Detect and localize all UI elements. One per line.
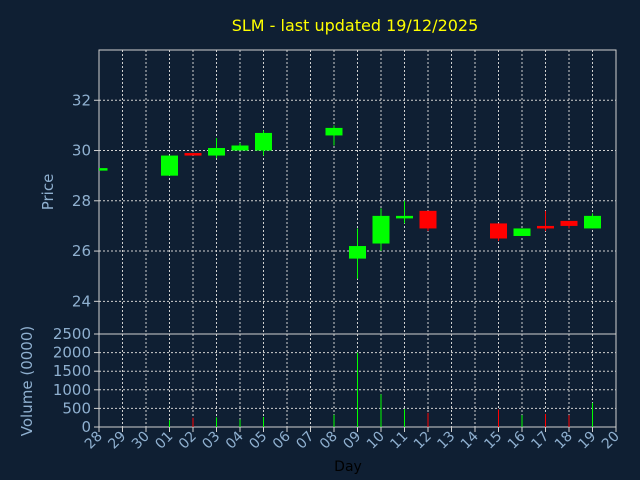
candle-body — [161, 155, 178, 176]
x-tick-label: 05 — [246, 429, 270, 453]
x-tick-label: 07 — [293, 429, 317, 453]
price-axis-label: Price — [39, 174, 57, 211]
x-tick-label: 01 — [152, 429, 176, 453]
x-tick-label: 14 — [458, 428, 482, 452]
candle-body — [255, 132, 272, 151]
candle-body — [372, 215, 390, 244]
x-tick-label: 02 — [176, 429, 200, 453]
x-tick-label: 16 — [505, 428, 529, 452]
price-tick-label: 28 — [72, 192, 91, 210]
candle-body — [490, 223, 507, 239]
price-tick-label: 32 — [72, 91, 91, 109]
price-tick-label: 24 — [72, 292, 91, 310]
candle-body — [560, 220, 578, 226]
x-tick-label: 11 — [387, 429, 411, 453]
x-tick-label: 10 — [364, 429, 388, 453]
x-tick-label: 06 — [270, 428, 294, 452]
x-axis-label: Day — [334, 459, 362, 475]
volume-tick-label: 2000 — [53, 344, 91, 362]
volume-axis-label: Volume (0000) — [18, 326, 36, 436]
x-tick-label: 19 — [575, 429, 599, 453]
x-tick-label: 18 — [552, 429, 576, 453]
x-tick-label: 29 — [105, 429, 129, 453]
volume-tick-label: 1000 — [53, 381, 91, 399]
x-tick-label: 12 — [411, 429, 435, 453]
volume-tick-label: 2500 — [53, 325, 91, 343]
x-axis: 28 29 30 01 02 03 04 05 06 07 08 09 10 11 12 13 14 15 16 17… — [82, 427, 623, 452]
candle-body — [349, 246, 366, 259]
volume-tick-label: 500 — [62, 399, 91, 417]
candle-body — [396, 215, 413, 219]
price-tick-label: 30 — [72, 142, 91, 160]
candle-body — [513, 228, 531, 236]
x-tick-label: 04 — [223, 428, 247, 452]
x-tick-label: 15 — [481, 429, 505, 453]
candle-body — [184, 153, 202, 156]
x-tick-label: 03 — [199, 429, 223, 453]
volume-tick-label: 1500 — [53, 362, 91, 380]
candle-body — [537, 225, 554, 229]
candle-body — [584, 215, 601, 229]
x-tick-label: 20 — [599, 429, 623, 453]
candle-body — [231, 145, 249, 151]
candle-body — [419, 210, 437, 229]
x-tick-label: 09 — [340, 429, 364, 453]
x-tick-label: 13 — [434, 429, 458, 453]
x-tick-label: 08 — [317, 429, 341, 453]
price-tick-label: 26 — [72, 242, 91, 260]
x-tick-label: 17 — [528, 429, 552, 453]
chart-title: SLM - last updated 19/12/2025 — [232, 16, 479, 35]
candle-body — [325, 127, 343, 136]
candle-body — [208, 148, 225, 156]
price-panel: 24 26 28 30 32 — [72, 49, 617, 335]
candle-body — [99, 168, 108, 171]
x-tick-label: 30 — [129, 429, 153, 453]
volume-tick-label: 0 — [81, 418, 91, 436]
